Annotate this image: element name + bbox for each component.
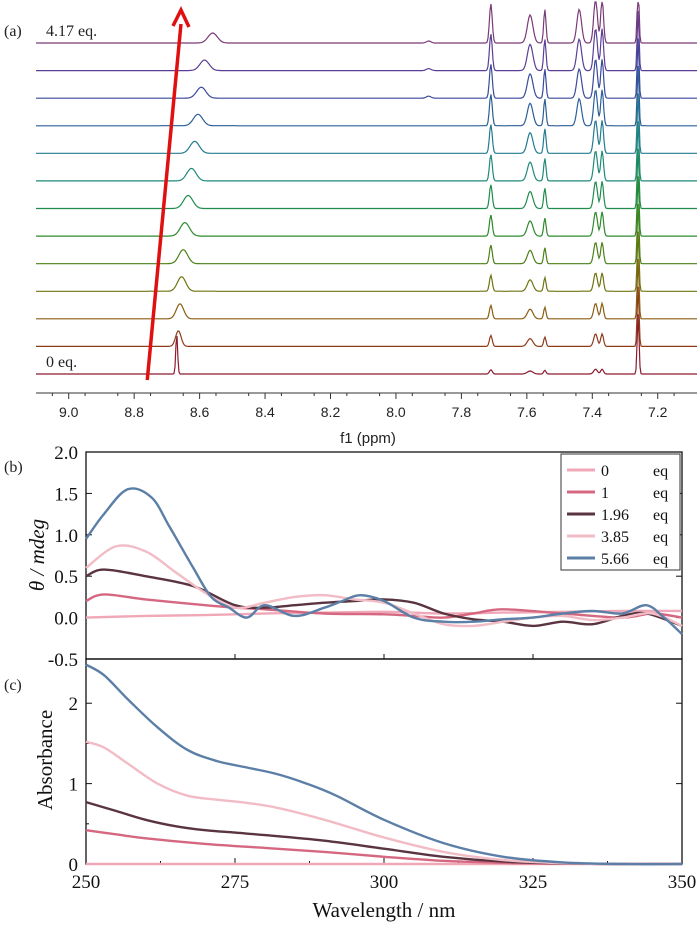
cd-curve [85, 487, 683, 636]
x-tick-label: 300 [370, 872, 399, 893]
nmr-spectrum [36, 176, 697, 237]
uv-curve [85, 740, 683, 866]
x-tick-label: 8.4 [255, 404, 275, 420]
y-tick-label: 1.0 [54, 526, 78, 547]
legend-box [560, 453, 681, 571]
y-tick-label: -0.5 [48, 650, 78, 671]
nmr-spectrum [36, 38, 697, 99]
x-tick-label: 325 [519, 872, 548, 893]
x-axis-title: Wavelength / nm [313, 898, 456, 922]
y-axis-title: θ / mdeg [25, 519, 49, 591]
y-tick-label: 0 [69, 855, 79, 876]
x-tick-label: 250 [72, 872, 101, 893]
legend-label: 1 [601, 485, 609, 502]
shift-arrow-head [171, 5, 191, 28]
legend-unit: eq [653, 529, 668, 546]
nmr-spectrum [36, 148, 697, 210]
nmr-spectrum [36, 10, 697, 72]
y-tick-label: 2.0 [54, 443, 78, 464]
x-tick-label: 350 [668, 872, 697, 893]
x-tick-label: 275 [221, 872, 250, 893]
uv-panel: (c) 0 1 2 250 275 300 325 350 Absorbance Wavelengt… [4, 658, 697, 922]
legend-label: 3.85 [601, 529, 629, 546]
bottom-spectrum-label: 0 eq. [46, 354, 77, 371]
nmr-spectrum [36, 1, 697, 44]
legend-label: 0 [601, 463, 609, 480]
nmr-spectrum [36, 286, 697, 347]
legend-label: 1.96 [601, 507, 629, 524]
legend-unit: eq [653, 551, 668, 568]
x-tick-label: 9.0 [59, 404, 79, 420]
y-tick-label: 0.0 [54, 609, 78, 630]
x-axis-title: f1 (ppm) [340, 430, 396, 447]
cd-panel: (b) -0.5 0.0 0.5 1.0 1.5 2.0 θ / mdeg 0 eq 1 eq 1.96… [4, 443, 683, 671]
panel-label: (a) [4, 23, 22, 40]
y-tick-label: 0.5 [54, 567, 78, 588]
top-spectrum-label: 4.17 eq. [46, 23, 97, 40]
x-tick-label: 7.8 [452, 404, 472, 420]
nmr-spectrum [36, 93, 697, 154]
cd-curve [85, 593, 683, 619]
nmr-spectrum [36, 121, 697, 182]
plot-frame [85, 658, 683, 865]
y-tick-label: 1 [69, 775, 79, 796]
legend-unit: eq [653, 463, 668, 480]
x-tick-label: 8.0 [386, 404, 406, 420]
uv-curve [85, 800, 683, 866]
cd-curve [85, 544, 683, 628]
x-tick-label: 8.2 [321, 404, 341, 420]
nmr-spectrum [36, 203, 697, 265]
cd-curve [85, 568, 683, 628]
legend-unit: eq [653, 507, 668, 524]
x-tick-label: 8.8 [124, 404, 144, 420]
nmr-spectrum [36, 66, 697, 127]
y-tick-label: 1.5 [54, 484, 78, 505]
x-tick-label: 8.6 [190, 404, 210, 420]
y-tick-label: 2 [69, 694, 79, 715]
nmr-panel: (a) 9.0 8.8 8.6 8.4 8.2 8.0 7.8 7.6 7.4 7.2 f1 (ppm… [4, 1, 697, 447]
nmr-spectrum [36, 259, 697, 320]
y-axis-title: Absorbance [33, 710, 57, 810]
nmr-spectrum [36, 231, 697, 292]
legend-unit: eq [653, 485, 668, 502]
panel-label: (b) [4, 459, 23, 476]
nmr-spectrum [36, 314, 697, 375]
shift-arrow-line [145, 23, 183, 381]
x-tick-label: 7.4 [583, 404, 603, 420]
uv-curve [85, 663, 683, 866]
x-tick-label: 7.2 [648, 404, 668, 420]
panel-label: (c) [4, 677, 22, 694]
legend-label: 5.66 [601, 551, 629, 568]
x-tick-label: 7.6 [517, 404, 537, 420]
